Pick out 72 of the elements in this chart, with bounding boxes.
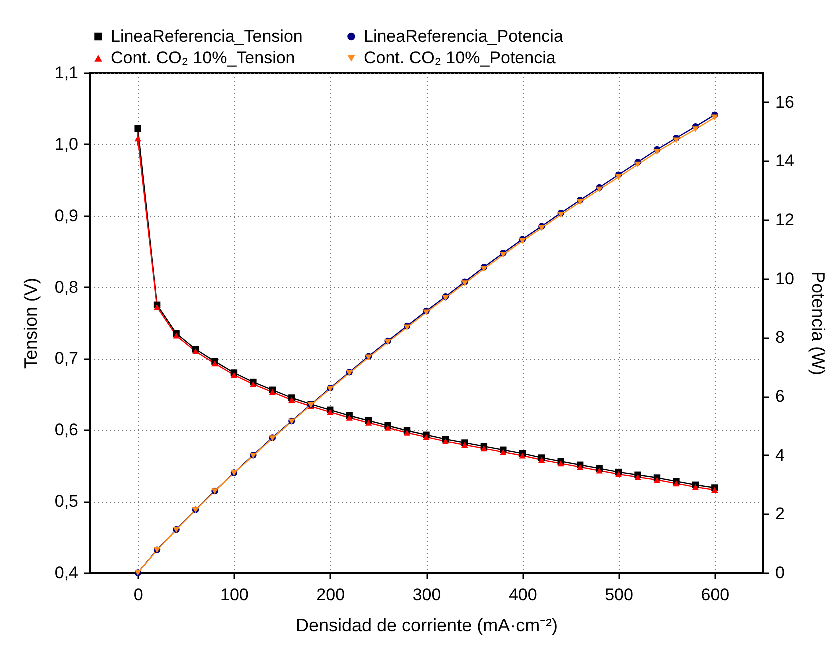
point [673,480,680,487]
point [712,487,718,494]
point [634,162,642,168]
point [654,149,661,156]
y2-tick-label: 12 [776,210,794,230]
x-tick-label: 600 [701,586,730,604]
point [192,348,200,354]
legend-label: Cont. CO₂ 10%_Tension [111,48,296,68]
x-tick-label: 300 [412,586,442,604]
point [673,138,680,144]
point [558,212,564,218]
y-tick-label: 0,7 [54,349,78,368]
y2-axis-title: Potencia (W) [808,271,828,376]
point [558,460,564,467]
y-tick-label: 1,1 [54,64,78,82]
y-axis-title: Tension (V) [20,278,41,370]
point [230,372,238,378]
legend-label: LineaReferencia_Tension [111,26,303,46]
point [269,389,276,396]
point [712,114,718,121]
y2-tick-label: 10 [776,269,794,288]
point [654,477,661,484]
point [596,186,603,193]
point [519,452,526,459]
y-tick-label: 0,8 [54,278,78,297]
x-axis-title: Densidad de corriente (mA·cm⁻²) [296,616,558,636]
point [250,382,257,388]
legend-label: Cont. CO₂ 10%_Potencia [364,48,556,68]
point [154,304,161,310]
y2-tick-label: 16 [776,92,794,112]
y-tick-label: 0,6 [54,420,78,440]
point [576,200,584,206]
point [134,125,142,132]
point [692,484,700,490]
point [480,446,488,452]
y-tick-label: 0,4 [54,564,78,582]
point [173,332,180,339]
point [134,136,142,142]
point [576,464,584,470]
point [365,420,372,426]
x-tick-label: 400 [508,586,538,604]
x-tick-label: 100 [220,586,249,604]
point [423,434,430,440]
point [212,360,218,367]
y2-tick-label: 4 [776,446,785,465]
y-tick-label: 0,5 [54,492,78,512]
point [442,438,450,444]
x-tick-label: 0 [134,586,144,604]
y-tick-label: 0,9 [54,206,78,226]
y-tick-label: 1,0 [54,134,78,154]
point [500,449,507,456]
point [404,430,411,436]
point [346,415,353,421]
point [634,474,642,480]
point [327,409,334,416]
x-tick-label: 200 [316,586,346,604]
y2-tick-label: 14 [776,152,794,171]
point [615,472,622,478]
legend-label: LineaReferencia_Potencia [364,26,564,46]
point [615,174,622,180]
point [538,457,546,464]
point [596,468,603,474]
y2-tick-label: 2 [776,504,785,524]
y2-tick-label: 8 [776,328,785,348]
point [692,126,700,132]
point [384,425,392,431]
x-tick-label: 500 [605,586,634,604]
point [462,442,468,448]
y2-tick-label: 6 [776,387,785,406]
y2-tick-label: 0 [776,564,785,582]
point [500,252,507,258]
point [288,397,296,404]
